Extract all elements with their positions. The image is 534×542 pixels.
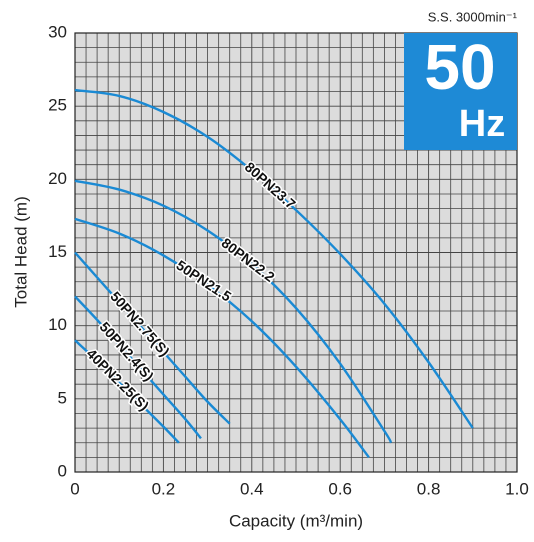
x-tick-label: 0 bbox=[70, 479, 79, 498]
x-tick-label: 0.8 bbox=[417, 479, 441, 498]
x-tick-label: 0.2 bbox=[152, 479, 176, 498]
y-tick-label: 25 bbox=[48, 96, 67, 115]
x-axis-label: Capacity (m³/min) bbox=[229, 511, 363, 530]
y-axis-label: Total Head (m) bbox=[11, 196, 30, 307]
curve bbox=[74, 295, 202, 440]
y-tick-label: 5 bbox=[58, 388, 67, 407]
speed-note: S.S. 3000min⁻¹ bbox=[428, 9, 518, 24]
badge bbox=[404, 33, 517, 150]
badge-number: 50 bbox=[424, 31, 495, 103]
x-tick-label: 0.6 bbox=[328, 479, 352, 498]
curve bbox=[74, 217, 370, 459]
curve bbox=[74, 179, 393, 444]
curve bbox=[74, 88, 474, 429]
x-tick-label: 1.0 bbox=[505, 479, 529, 498]
y-tick-label: 30 bbox=[48, 22, 67, 41]
y-tick-label: 15 bbox=[48, 242, 67, 261]
curve bbox=[74, 339, 180, 444]
badge-unit: Hz bbox=[459, 103, 505, 145]
y-tick-label: 0 bbox=[58, 461, 67, 480]
y-tick-label: 20 bbox=[48, 169, 67, 188]
curve bbox=[74, 251, 231, 425]
y-tick-label: 10 bbox=[48, 315, 67, 334]
x-tick-label: 0.4 bbox=[240, 479, 264, 498]
